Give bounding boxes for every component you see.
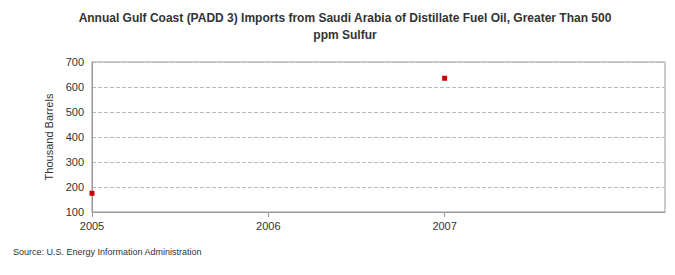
svg-text:100: 100 — [66, 206, 84, 218]
svg-text:Source: U.S. Energy Informatio: Source: U.S. Energy Information Administ… — [13, 247, 202, 257]
svg-text:2006: 2006 — [256, 220, 280, 232]
svg-text:300: 300 — [66, 156, 84, 168]
svg-text:200: 200 — [66, 181, 84, 193]
svg-text:700: 700 — [66, 56, 84, 68]
svg-text:600: 600 — [66, 81, 84, 93]
svg-text:Annual Gulf Coast (PADD 3) Imp: Annual Gulf Coast (PADD 3) Imports from … — [79, 11, 612, 25]
svg-text:ppm Sulfur: ppm Sulfur — [313, 28, 377, 42]
svg-text:Thousand Barrels: Thousand Barrels — [43, 93, 55, 180]
svg-text:2007: 2007 — [432, 220, 456, 232]
svg-text:400: 400 — [66, 131, 84, 143]
svg-text:2005: 2005 — [80, 220, 104, 232]
svg-text:500: 500 — [66, 106, 84, 118]
